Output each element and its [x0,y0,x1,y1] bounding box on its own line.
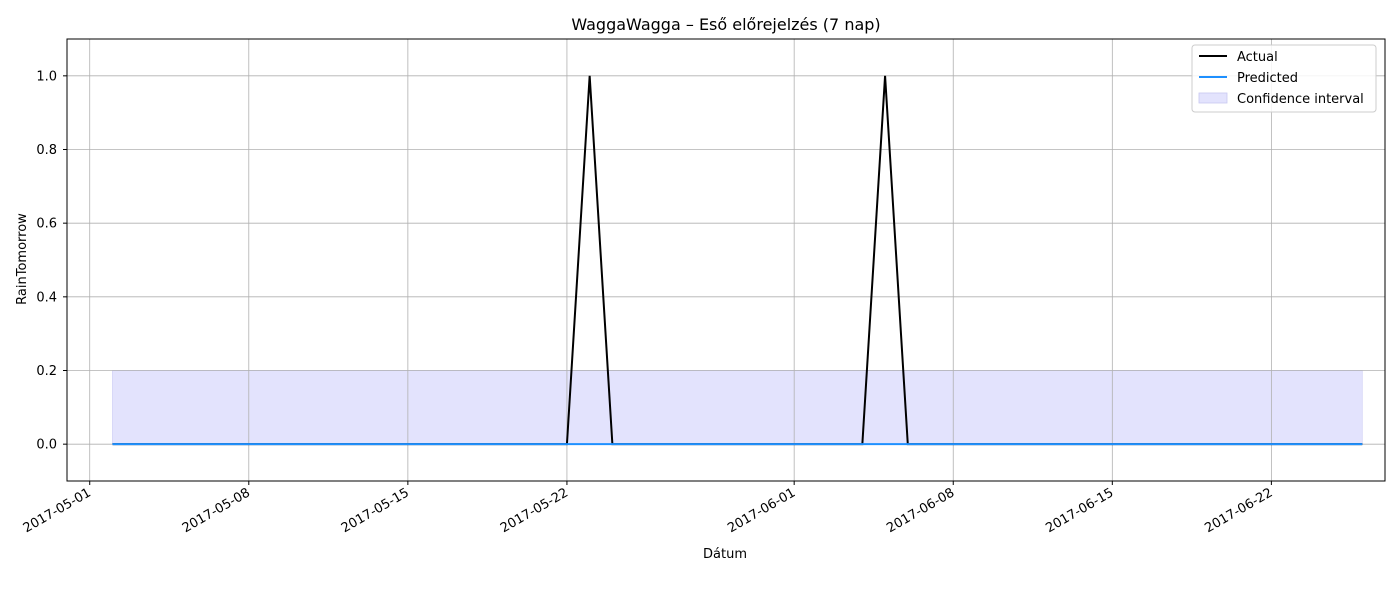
confidence-interval-band [112,370,1363,445]
y-tick-label: 0.4 [36,290,57,305]
y-tick-label: 0.0 [36,438,57,453]
legend: Actual Predicted Confidence interval [1191,44,1377,113]
y-tick-label: 0.2 [36,364,57,379]
legend-predicted-label: Predicted [1237,71,1298,86]
legend-actual-label: Actual [1237,50,1278,65]
y-tick-label: 0.8 [36,143,57,158]
legend-confidence-swatch [1198,92,1228,104]
legend-confidence-label: Confidence interval [1237,92,1364,107]
legend-frame [1191,44,1377,113]
x-axis-title: Dátum [703,547,747,562]
y-tick-label: 1.0 [36,69,57,84]
y-tick-label: 0.6 [36,217,57,232]
axes-frame [66,38,1386,482]
chart-title: WaggaWagga – Eső előrejelzés (7 nap) [571,15,880,34]
y-axis-title: RainTomorrow [15,213,30,305]
